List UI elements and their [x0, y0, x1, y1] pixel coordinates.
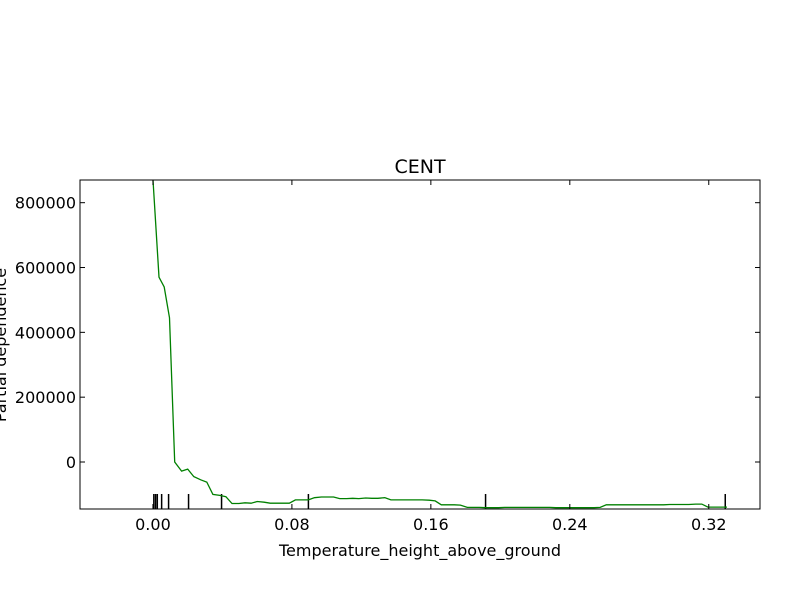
- y-tick-label: 400000: [15, 323, 76, 342]
- series-line: [152, 180, 727, 509]
- x-tick-label: 0.08: [274, 515, 310, 534]
- x-axis-title: Temperature_height_above_ground: [278, 541, 561, 561]
- plot-area: 0.00 0.08 0.16 0.24 0.32 0 200000 400000 600000 8…: [15, 179, 761, 534]
- y-tick-label: 0: [66, 453, 76, 472]
- plot-frame: [79, 179, 761, 510]
- chart-title: CENT: [394, 156, 445, 178]
- y-tick-label: 600000: [15, 259, 76, 278]
- x-tick-label: 0.32: [691, 515, 727, 534]
- x-tick-label: 0.00: [135, 515, 171, 534]
- x-tick-label: 0.24: [552, 515, 588, 534]
- x-tick-label: 0.16: [413, 515, 449, 534]
- y-axis-title: Partial dependence: [0, 268, 10, 422]
- y-tick-label: 800000: [15, 194, 76, 213]
- y-tick-label: 200000: [15, 388, 76, 407]
